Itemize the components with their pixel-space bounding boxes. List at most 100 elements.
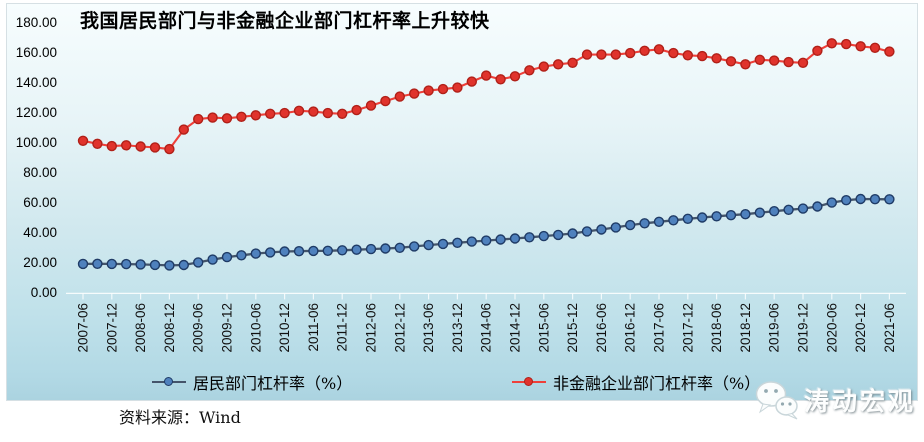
data-point-s0 bbox=[481, 235, 492, 246]
data-point-s0 bbox=[625, 219, 636, 231]
x-axis-label: 2016-06 bbox=[594, 303, 609, 353]
data-point-s0 bbox=[178, 259, 190, 271]
data-point-s1 bbox=[653, 44, 665, 55]
data-point-s1 bbox=[380, 95, 391, 107]
series-line-1 bbox=[81, 42, 891, 151]
data-point-s0 bbox=[797, 203, 809, 214]
x-axis-label: 2021-06 bbox=[882, 303, 897, 353]
watermark: 涛动宏观 bbox=[754, 379, 916, 421]
data-point-s1 bbox=[192, 113, 204, 125]
data-point-s0 bbox=[538, 230, 549, 242]
x-axis-label: 2011-06 bbox=[306, 303, 321, 352]
source-note: 资料来源：Wind bbox=[119, 408, 241, 427]
data-point-s1 bbox=[481, 70, 492, 81]
data-point-s1 bbox=[466, 76, 477, 87]
legend-item-nonfinancial: 非金融企业部门杠杆率（%） bbox=[512, 370, 760, 394]
data-point-s1 bbox=[625, 47, 636, 59]
data-point-s1 bbox=[423, 85, 434, 96]
data-point-s0 bbox=[308, 245, 319, 257]
data-point-s0 bbox=[855, 193, 866, 205]
data-point-s0 bbox=[553, 229, 564, 241]
data-point-s1 bbox=[783, 56, 794, 68]
data-point-s1 bbox=[77, 135, 89, 147]
data-point-s0 bbox=[725, 209, 737, 221]
data-point-s1 bbox=[437, 83, 449, 95]
legend-item-household: 居民部门杠杆率（%） bbox=[152, 370, 352, 394]
data-point-s0 bbox=[149, 259, 161, 271]
data-point-s1 bbox=[293, 105, 305, 117]
data-point-s0 bbox=[92, 258, 103, 269]
data-point-s0 bbox=[466, 236, 477, 247]
wechat-icon bbox=[755, 381, 798, 420]
data-point-s1 bbox=[740, 59, 751, 70]
data-point-s1 bbox=[178, 124, 190, 135]
watermark-text: 涛动宏观 bbox=[804, 388, 917, 416]
y-axis-label: 0.00 bbox=[31, 285, 57, 300]
data-point-s1 bbox=[697, 50, 708, 62]
x-axis-label: 2013-06 bbox=[421, 303, 436, 353]
data-point-s0 bbox=[337, 245, 348, 256]
data-point-s1 bbox=[221, 113, 233, 124]
data-point-s1 bbox=[639, 45, 650, 56]
x-axis-label: 2015-06 bbox=[536, 303, 551, 353]
data-point-s1 bbox=[106, 140, 118, 152]
data-point-s0 bbox=[653, 216, 665, 228]
data-point-s1 bbox=[553, 59, 564, 70]
line-marker-household-icon bbox=[152, 377, 186, 386]
data-point-s1 bbox=[826, 38, 837, 49]
data-point-s1 bbox=[869, 42, 881, 53]
data-point-s1 bbox=[322, 107, 333, 119]
data-point-s0 bbox=[322, 245, 333, 257]
data-point-s0 bbox=[293, 245, 305, 257]
data-point-s0 bbox=[77, 258, 89, 270]
x-axis-label: 2014-06 bbox=[479, 303, 494, 353]
y-axis-label: 60.00 bbox=[23, 195, 57, 210]
data-point-s0 bbox=[740, 208, 751, 220]
data-point-s0 bbox=[365, 243, 377, 255]
data-point-s0 bbox=[236, 250, 247, 261]
data-point-s0 bbox=[106, 258, 118, 270]
data-point-s1 bbox=[509, 71, 521, 82]
data-point-s0 bbox=[596, 224, 607, 235]
data-point-s0 bbox=[812, 201, 823, 212]
data-point-s0 bbox=[697, 212, 708, 223]
data-point-s1 bbox=[668, 47, 679, 59]
data-point-s0 bbox=[754, 207, 765, 218]
data-point-s1 bbox=[394, 91, 405, 102]
y-axis-label: 80.00 bbox=[23, 165, 57, 180]
x-axis-label: 2009-06 bbox=[191, 303, 206, 353]
y-axis-label: 40.00 bbox=[23, 225, 57, 240]
data-point-s1 bbox=[797, 57, 809, 68]
y-axis-label: 180.00 bbox=[16, 15, 57, 30]
data-point-s0 bbox=[711, 211, 722, 222]
x-axis-label: 2017-12 bbox=[680, 303, 695, 353]
data-point-s0 bbox=[394, 242, 405, 254]
data-point-s1 bbox=[567, 57, 578, 68]
legend-label-household: 居民部门杠杆率（%） bbox=[193, 374, 353, 393]
data-point-s1 bbox=[135, 141, 146, 152]
data-point-s0 bbox=[524, 232, 535, 243]
data-point-s1 bbox=[812, 45, 823, 56]
x-axis-label: 2007-06 bbox=[76, 303, 91, 353]
x-axis-label: 2018-12 bbox=[738, 303, 753, 353]
data-point-s0 bbox=[639, 218, 650, 229]
line-marker-nonfinancial-icon bbox=[512, 377, 546, 386]
data-point-s0 bbox=[437, 238, 449, 250]
data-point-s1 bbox=[452, 82, 463, 93]
data-point-s1 bbox=[207, 112, 218, 123]
data-point-s0 bbox=[265, 247, 276, 258]
y-axis-label: 160.00 bbox=[16, 45, 57, 60]
data-point-s0 bbox=[279, 246, 290, 257]
data-point-s0 bbox=[452, 237, 463, 249]
data-point-s0 bbox=[783, 204, 794, 216]
x-axis-label: 2008-12 bbox=[162, 303, 177, 353]
x-axis-label: 2008-06 bbox=[133, 303, 148, 353]
data-point-s0 bbox=[841, 194, 852, 206]
x-axis-label: 2016-12 bbox=[623, 303, 638, 353]
x-axis-label: 2015-12 bbox=[565, 303, 580, 353]
series-line-0 bbox=[81, 197, 891, 267]
data-point-s1 bbox=[725, 56, 737, 67]
x-axis-label: 2019-06 bbox=[767, 303, 782, 353]
data-point-s0 bbox=[135, 259, 146, 270]
x-axis-label: 2010-06 bbox=[248, 303, 263, 353]
